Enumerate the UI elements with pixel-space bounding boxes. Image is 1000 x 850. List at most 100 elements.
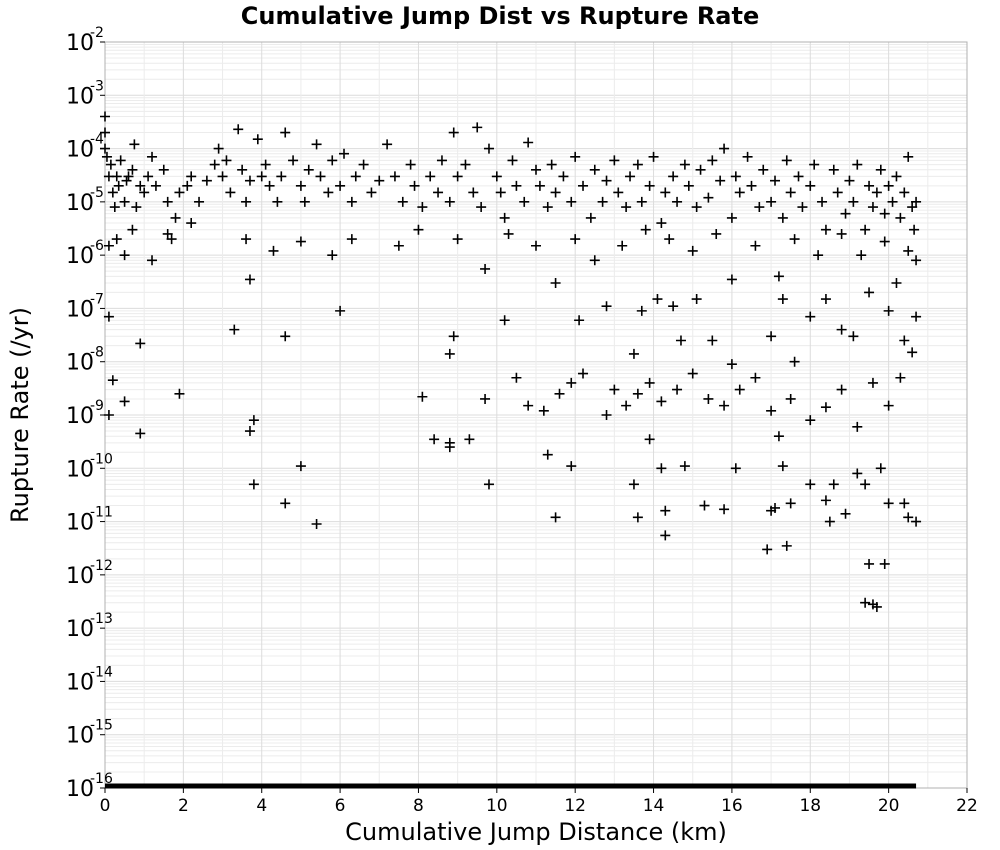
x-tick-label: 22 [956, 796, 978, 816]
data-point [542, 202, 553, 213]
data-point [452, 171, 463, 182]
data-point [346, 196, 357, 207]
data-point [852, 421, 863, 432]
scatter-points [100, 111, 922, 612]
data-point [601, 301, 612, 312]
data-point [472, 122, 483, 133]
chart-title: Cumulative Jump Dist vs Rupture Rate [241, 2, 760, 30]
data-point [166, 234, 177, 245]
data-point [636, 305, 647, 316]
data-point [644, 180, 655, 191]
data-point [566, 377, 577, 388]
data-point [244, 175, 255, 186]
data-point [519, 196, 530, 207]
data-point [911, 516, 922, 527]
data-point [511, 372, 522, 383]
y-tick-exponent: -8 [90, 345, 104, 361]
data-point [558, 171, 569, 182]
data-point [107, 375, 118, 386]
x-tick-label: 0 [100, 796, 111, 816]
data-point [675, 335, 686, 346]
data-point [574, 315, 585, 326]
data-point [895, 372, 906, 383]
data-point [699, 500, 710, 511]
data-point [531, 164, 541, 175]
data-point [366, 187, 377, 198]
data-point [499, 315, 510, 326]
data-point [119, 196, 130, 207]
data-point [217, 171, 228, 182]
data-point [531, 240, 541, 251]
data-point [879, 208, 890, 219]
x-axis-label: Cumulative Jump Distance (km) [345, 818, 727, 846]
data-point [695, 164, 706, 175]
data-point [578, 368, 589, 379]
data-point [621, 400, 632, 411]
data-point [311, 139, 322, 150]
data-point [703, 393, 714, 404]
data-point [280, 498, 291, 509]
data-point [632, 159, 643, 170]
data-point [719, 143, 730, 154]
data-point [570, 151, 581, 162]
y-tick-exponent: -10 [90, 451, 113, 467]
y-tick-label: 10 [66, 244, 94, 269]
data-point [100, 111, 110, 122]
data-point [495, 187, 506, 198]
data-point [162, 228, 173, 239]
data-point [789, 234, 800, 245]
data-point [644, 434, 655, 445]
data-point [444, 437, 455, 448]
data-point [209, 159, 220, 170]
data-point [762, 544, 773, 555]
data-point [726, 274, 737, 285]
data-point [899, 498, 910, 509]
data-point [730, 171, 741, 182]
y-tick-label: 10 [66, 297, 94, 322]
data-point [127, 164, 138, 175]
data-point [683, 180, 694, 191]
x-tick-label: 14 [643, 796, 665, 816]
data-point [613, 187, 624, 198]
data-point [252, 134, 263, 145]
data-point [781, 155, 792, 166]
data-point [550, 187, 561, 198]
data-point [174, 388, 185, 399]
data-point [507, 155, 518, 166]
data-point [339, 148, 350, 159]
data-point [871, 601, 882, 612]
data-point [143, 171, 154, 182]
data-point [648, 151, 659, 162]
data-point [103, 410, 114, 420]
data-point [911, 196, 922, 207]
data-point [523, 400, 534, 411]
data-point [358, 159, 369, 170]
y-tick-label: 10 [66, 84, 94, 109]
data-point [734, 187, 745, 198]
data-point [111, 234, 122, 245]
data-point [899, 335, 910, 346]
data-point [570, 234, 581, 245]
data-point [844, 175, 855, 186]
data-point [789, 356, 800, 367]
data-point [836, 228, 847, 239]
data-point [640, 224, 651, 235]
data-point [100, 127, 110, 138]
data-point [503, 228, 514, 239]
data-point [550, 512, 561, 523]
data-point [805, 180, 816, 191]
y-tick-exponent: -6 [90, 238, 104, 254]
data-point [303, 164, 314, 175]
data-point [101, 151, 112, 162]
y-tick-label: 10 [66, 138, 94, 163]
data-point [452, 234, 463, 245]
data-point [679, 159, 690, 170]
data-point [601, 410, 612, 420]
y-tick-exponent: -16 [90, 771, 113, 787]
data-point [656, 218, 667, 229]
data-point [832, 187, 843, 198]
data-point [632, 512, 643, 523]
y-tick-exponent: -13 [90, 611, 113, 627]
data-point [393, 240, 404, 251]
data-point [805, 479, 816, 490]
